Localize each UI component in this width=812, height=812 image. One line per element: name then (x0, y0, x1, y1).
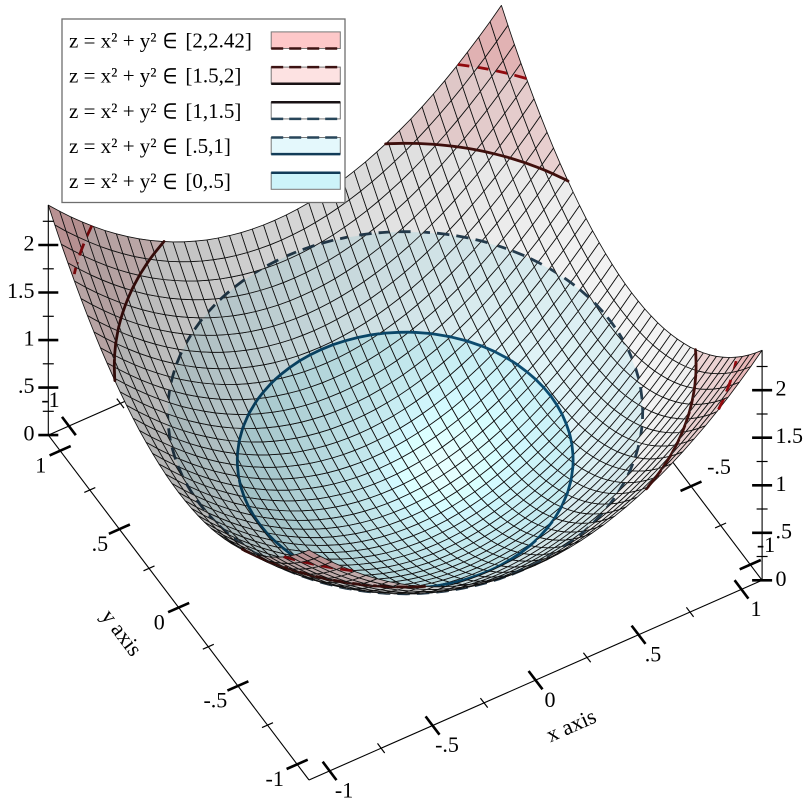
svg-text:-.5: -.5 (203, 688, 227, 713)
svg-text:-1: -1 (757, 532, 775, 557)
svg-text:[.5,1]: [.5,1] (185, 134, 231, 158)
svg-text:[2,2.42]: [2,2.42] (185, 28, 252, 52)
svg-text:[0,.5]: [0,.5] (185, 169, 231, 193)
svg-text:1.5: 1.5 (7, 278, 35, 303)
svg-text:[1,1.5]: [1,1.5] (185, 99, 241, 123)
svg-text:.5: .5 (776, 518, 793, 543)
svg-text:1.5: 1.5 (776, 423, 804, 448)
svg-text:-.5: -.5 (435, 732, 459, 757)
svg-text:0: 0 (776, 566, 787, 591)
svg-text:.5: .5 (18, 373, 35, 398)
svg-text:z = x² + y²: z = x² + y² (69, 28, 157, 52)
svg-text:z = x² + y²: z = x² + y² (69, 99, 157, 123)
svg-text:1: 1 (751, 596, 762, 621)
svg-text:-1: -1 (41, 387, 59, 412)
svg-text:-1: -1 (335, 778, 353, 803)
svg-text:z = x² + y²: z = x² + y² (69, 169, 157, 193)
svg-text:1: 1 (776, 471, 787, 496)
svg-text:z = x² + y²: z = x² + y² (69, 64, 157, 88)
svg-text:.5: .5 (92, 531, 109, 556)
svg-text:-.5: -.5 (707, 454, 731, 479)
svg-text:2: 2 (24, 231, 35, 256)
svg-text:-1: -1 (266, 766, 284, 791)
svg-text:[1.5,2]: [1.5,2] (185, 64, 241, 88)
svg-text:z = x² + y²: z = x² + y² (69, 134, 157, 158)
svg-text:1: 1 (35, 453, 46, 478)
svg-text:0: 0 (545, 687, 556, 712)
svg-text:2: 2 (776, 376, 787, 401)
svg-text:0: 0 (24, 421, 35, 446)
svg-text:.5: .5 (645, 641, 662, 666)
svg-text:0: 0 (154, 609, 165, 634)
svg-text:1: 1 (24, 326, 35, 351)
